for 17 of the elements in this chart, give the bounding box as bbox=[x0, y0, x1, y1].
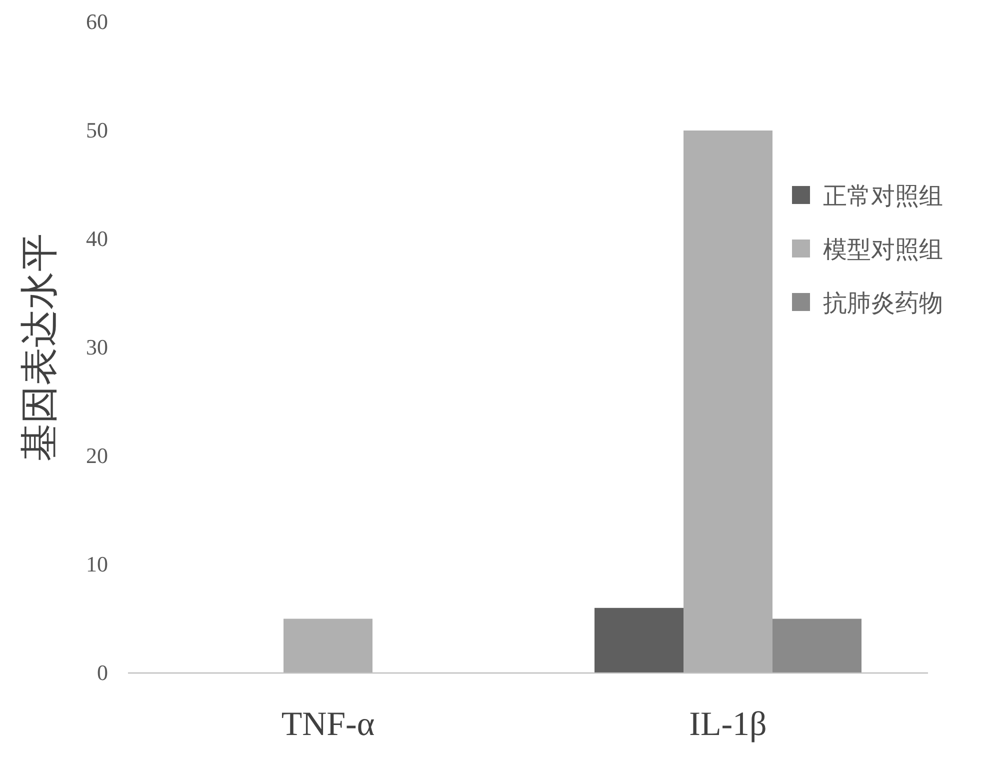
y-axis-title: 基因表达水平 bbox=[19, 234, 61, 462]
y-tick-label: 20 bbox=[86, 443, 108, 468]
y-tick-label: 30 bbox=[86, 334, 108, 360]
legend-label: 正常对照组 bbox=[823, 184, 943, 210]
legend-label: 抗肺炎药物 bbox=[823, 291, 943, 317]
y-tick-label: 50 bbox=[86, 118, 108, 142]
x-tick-label: IL-1β bbox=[689, 706, 767, 743]
y-tick-label: 10 bbox=[86, 552, 108, 576]
legend-label: 模型对照组 bbox=[823, 238, 943, 264]
y-tick-label: 60 bbox=[86, 9, 108, 34]
bar bbox=[284, 618, 372, 673]
y-tick-label: 0 bbox=[97, 660, 108, 685]
bar bbox=[684, 130, 772, 673]
x-tick-label: TNF-α bbox=[281, 706, 375, 743]
y-tick-label: 40 bbox=[86, 226, 108, 251]
bar bbox=[772, 618, 862, 673]
bar bbox=[594, 608, 684, 673]
